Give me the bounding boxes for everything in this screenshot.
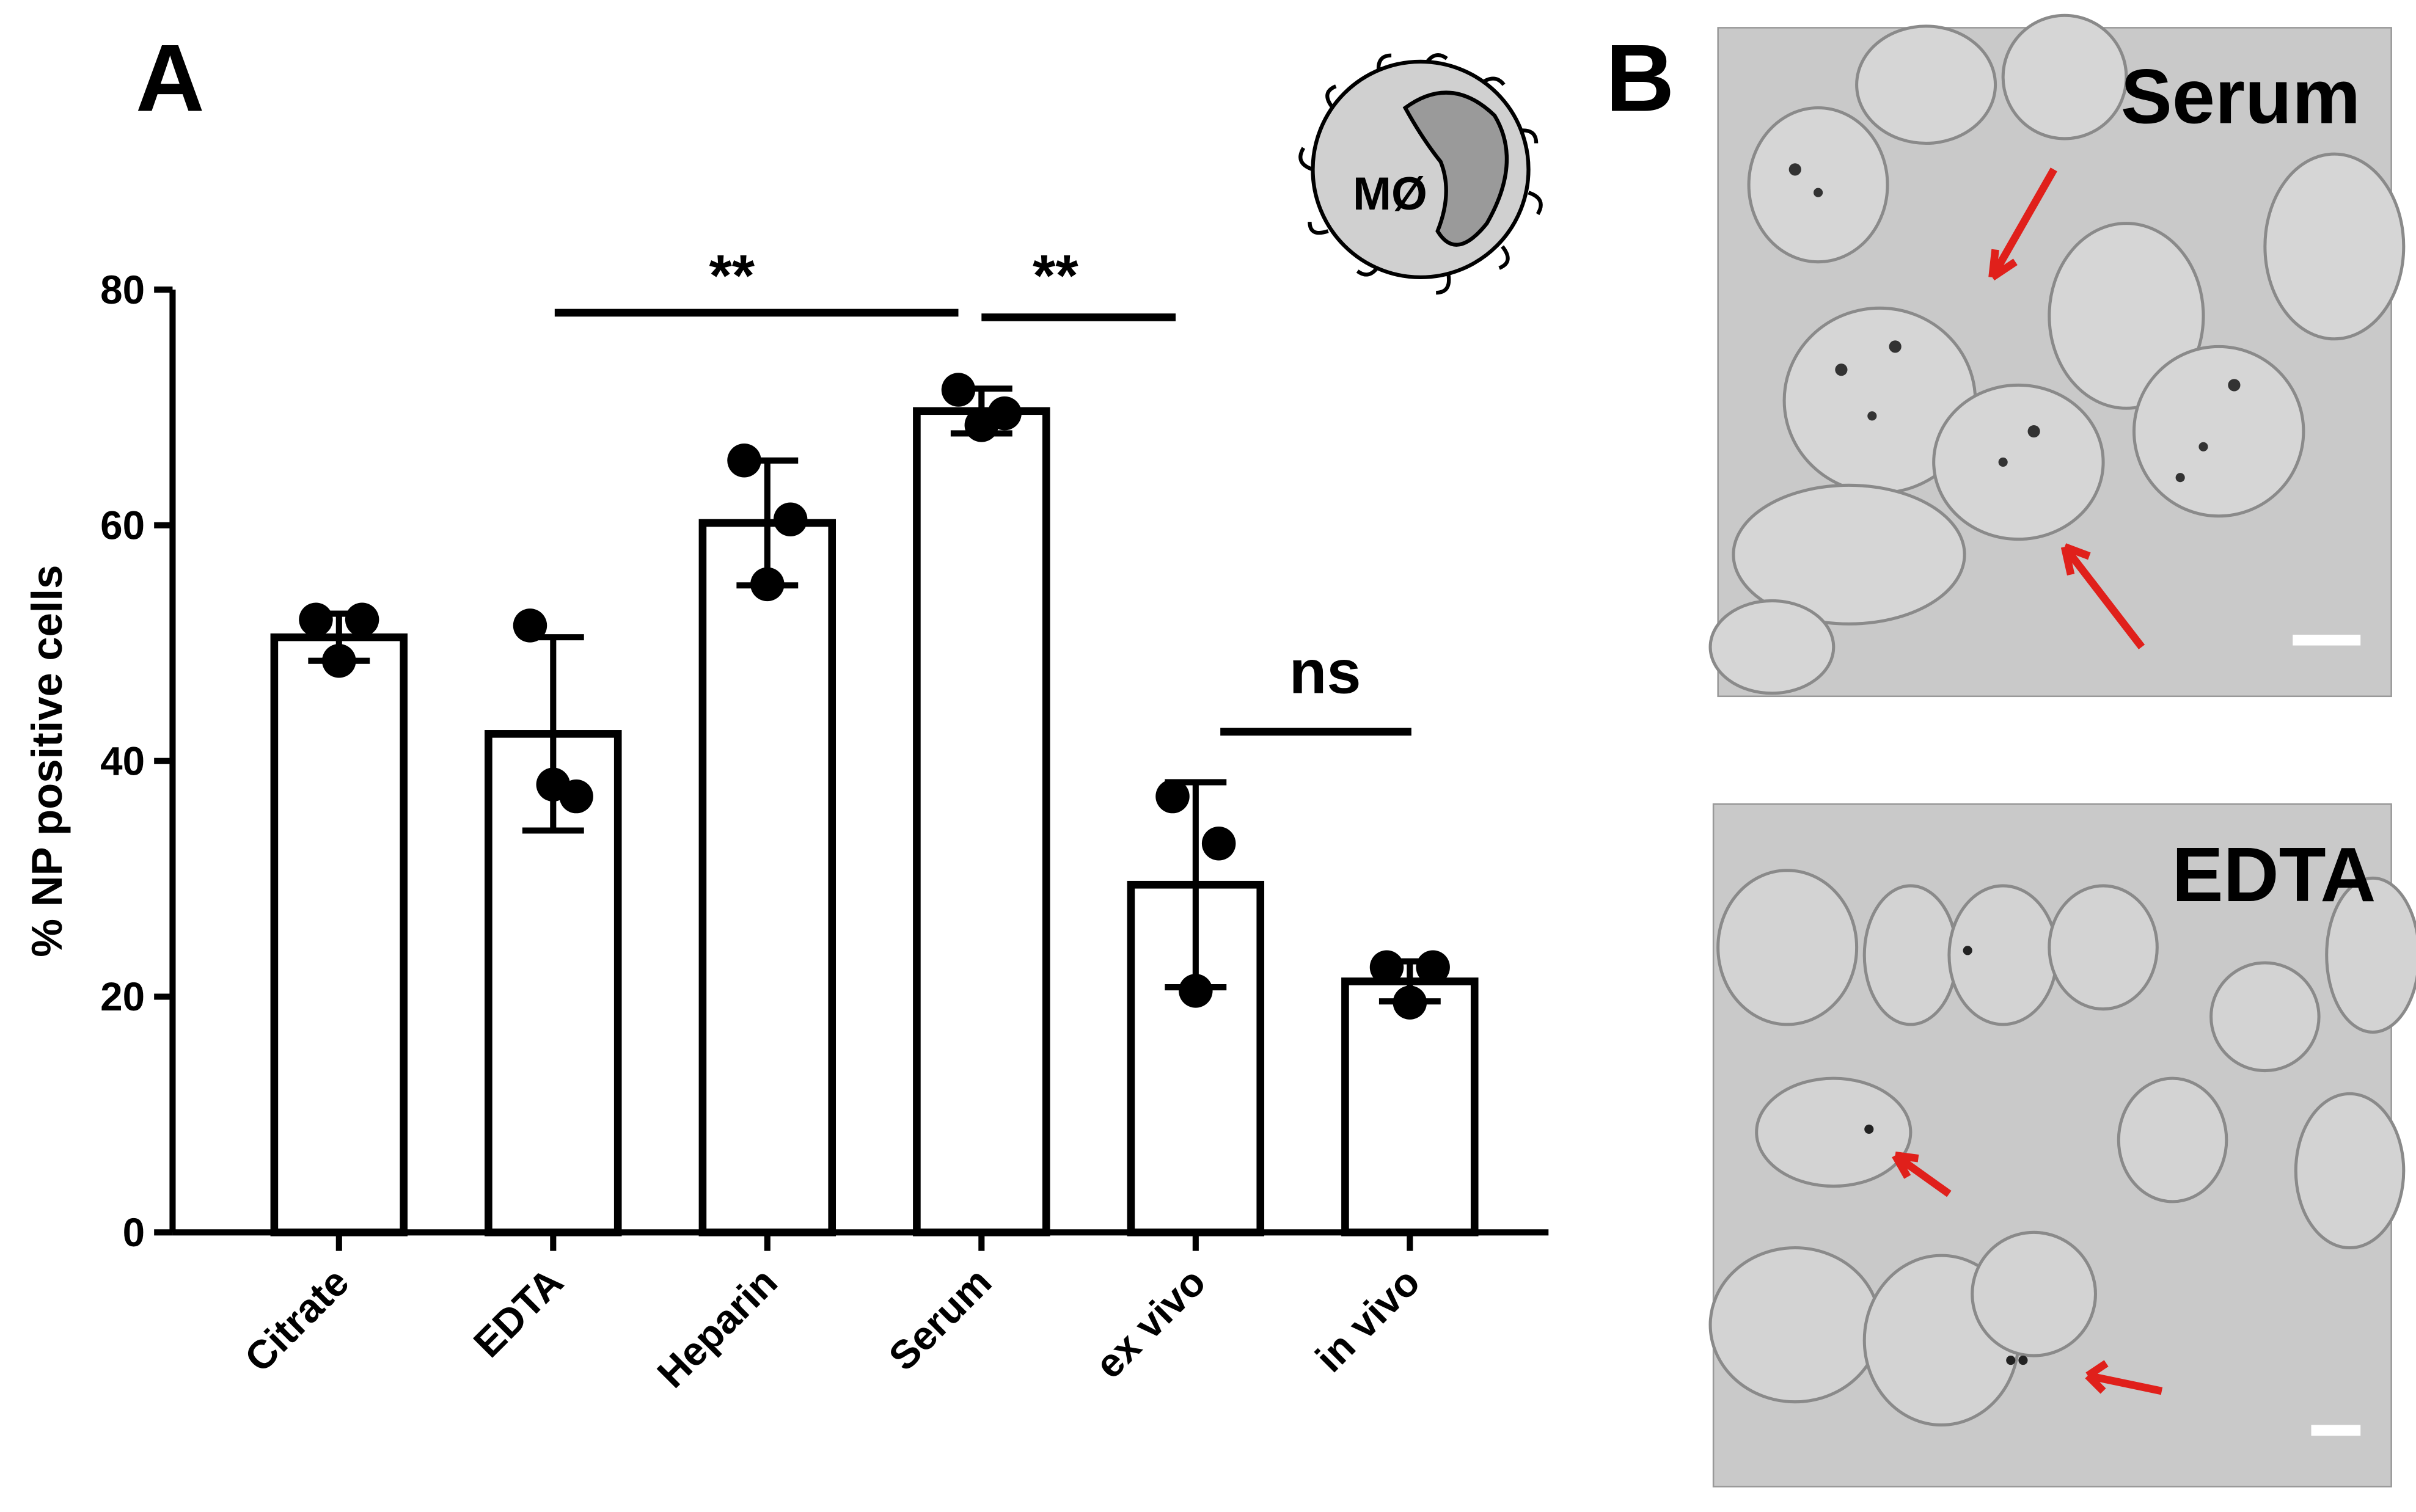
data-point bbox=[299, 602, 333, 637]
data-point bbox=[1416, 950, 1450, 985]
data-point bbox=[1393, 985, 1427, 1020]
panel-label: B bbox=[1606, 25, 1675, 132]
bar bbox=[1341, 977, 1479, 1236]
y-tick-label: 40 bbox=[100, 739, 145, 783]
annotation: ns bbox=[1289, 638, 1361, 707]
significance bbox=[554, 309, 1411, 736]
data-point bbox=[941, 373, 976, 407]
x-tick-label: EDTA bbox=[465, 1259, 571, 1365]
x-tick-label: Citrate bbox=[236, 1259, 357, 1380]
data-point bbox=[727, 444, 761, 478]
annotation: ** bbox=[1033, 243, 1078, 309]
data-point bbox=[750, 567, 785, 602]
data-point bbox=[513, 608, 547, 643]
bar bbox=[270, 633, 408, 1236]
data-point bbox=[345, 602, 379, 637]
annotation: ** bbox=[709, 243, 755, 309]
data-point bbox=[322, 643, 356, 678]
y-tick-label: 20 bbox=[100, 974, 145, 1019]
image-label: Serum bbox=[2121, 54, 2360, 140]
y-tick-label: 80 bbox=[100, 268, 145, 312]
bar bbox=[913, 407, 1050, 1236]
y-tick-label: 0 bbox=[123, 1210, 145, 1255]
data-point bbox=[773, 502, 808, 536]
icon-label: MØ bbox=[1353, 169, 1427, 220]
panel-label: A bbox=[136, 25, 205, 132]
data-point bbox=[964, 408, 999, 442]
micrograph-edta: EDTA bbox=[1708, 803, 2416, 1488]
image-label: EDTA bbox=[2172, 831, 2376, 918]
data-point bbox=[536, 767, 571, 802]
plot: 0 20 40 60 80 Citrate EDTA Heparin Serum ex vivo i… bbox=[100, 268, 1549, 1397]
y-axis-label: % NP positive cells bbox=[23, 565, 71, 957]
micrograph-serum: Serum bbox=[1708, 13, 2406, 698]
data-point bbox=[1179, 974, 1213, 1008]
data-point bbox=[1155, 779, 1190, 814]
macrophage-icon: MØ bbox=[1298, 53, 1543, 295]
x-tick-label: in vivo bbox=[1307, 1259, 1428, 1380]
bar bbox=[698, 519, 836, 1236]
data-point bbox=[1369, 950, 1404, 985]
data-point bbox=[1201, 826, 1236, 861]
x-tick-label: Serum bbox=[880, 1259, 1000, 1379]
y-tick-label: 60 bbox=[100, 503, 145, 548]
x-tick-label: Heparin bbox=[649, 1259, 786, 1396]
x-tick-label: ex vivo bbox=[1086, 1259, 1214, 1387]
